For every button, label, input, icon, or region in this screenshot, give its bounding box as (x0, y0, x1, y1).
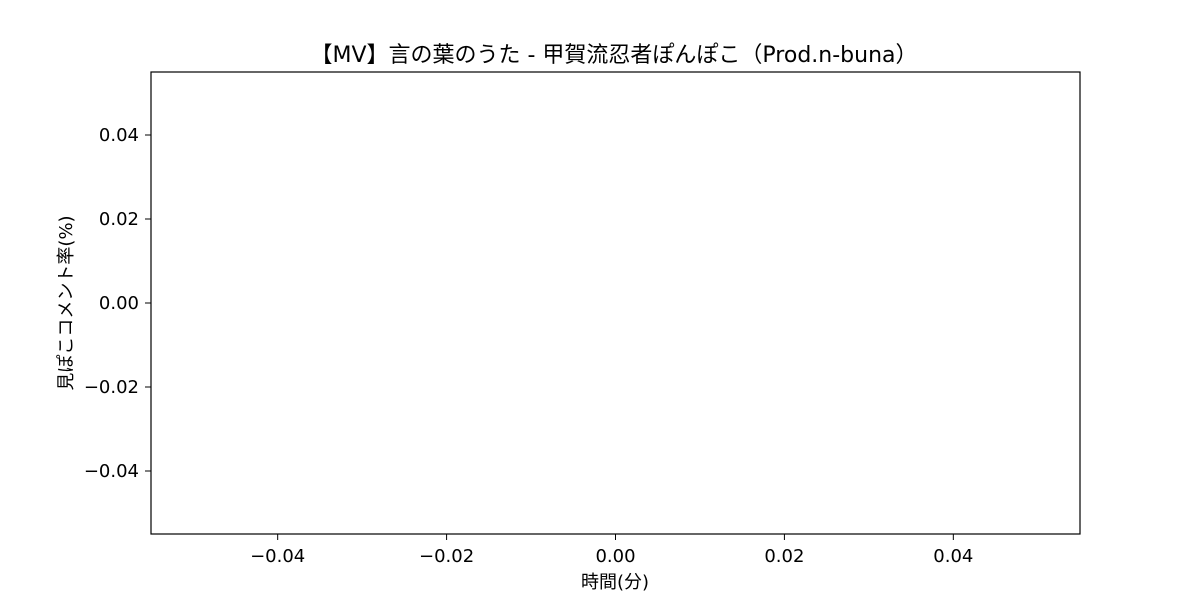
x-tick-label: 0.00 (595, 546, 635, 567)
y-tick-label: −0.02 (84, 377, 139, 398)
plot-frame (150, 71, 1081, 535)
x-tick-label: 0.02 (764, 546, 804, 567)
y-tick-label: 0.04 (99, 125, 139, 146)
y-axis-label: 見ぽこコメント率(%) (56, 215, 77, 390)
y-axis: −0.04 −0.02 0.00 0.02 0.04 (84, 125, 151, 482)
x-axis-label: 時間(分) (581, 572, 649, 593)
y-tick-label: 0.00 (99, 293, 139, 314)
x-axis: −0.04 −0.02 0.00 0.02 0.04 (250, 534, 973, 567)
x-tick-label: −0.02 (419, 546, 474, 567)
x-tick-label: −0.04 (250, 546, 305, 567)
chart-title: 【MV】言の葉のうた - 甲賀流忍者ぽんぽこ（Prod.n-buna） (310, 43, 917, 68)
y-tick-label: −0.04 (84, 461, 139, 482)
y-tick-label: 0.02 (99, 209, 139, 230)
x-tick-label: 0.04 (933, 546, 973, 567)
